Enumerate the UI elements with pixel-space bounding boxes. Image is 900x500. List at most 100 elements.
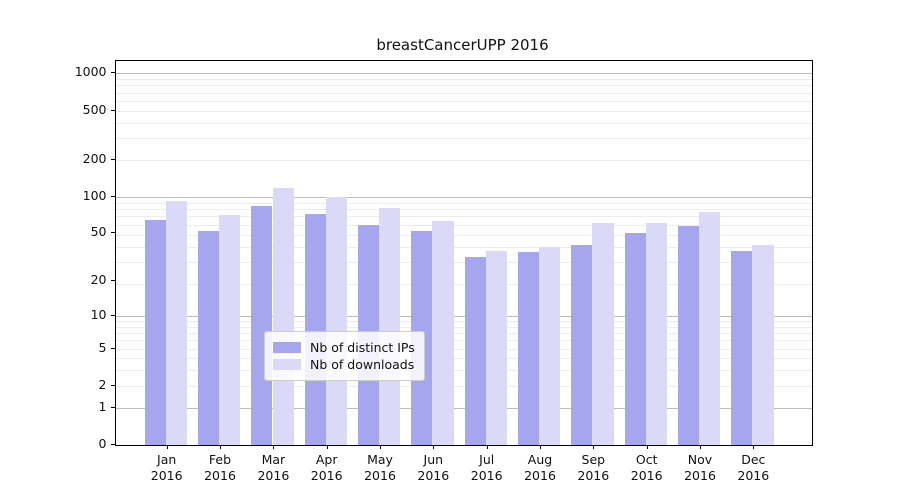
bar-aug-distinct-ips	[517, 252, 540, 445]
x-axis-tick	[380, 445, 381, 449]
x-axis-tick-label: Feb 2016	[204, 452, 236, 483]
y-gridline	[115, 316, 812, 317]
y-gridline	[115, 85, 812, 87]
y-gridline	[115, 321, 812, 323]
x-axis-tick	[220, 445, 221, 449]
x-axis-tick	[700, 445, 701, 449]
x-axis-tick-label: Nov 2016	[684, 452, 716, 483]
y-gridline	[115, 246, 812, 248]
bar-sep-downloads	[592, 222, 614, 445]
y-axis-tick	[110, 158, 115, 160]
bar-aug-downloads	[539, 246, 561, 445]
plot-area	[114, 60, 813, 446]
x-axis-tick-label: Jul 2016	[470, 452, 503, 483]
bar-jul-distinct-ips	[464, 256, 486, 445]
bar-dec-downloads	[752, 245, 774, 445]
bar-jun-downloads	[432, 221, 454, 445]
x-axis-tick	[486, 445, 488, 449]
y-axis-tick	[110, 232, 115, 234]
x-axis-tick-label: Mar 2016	[257, 452, 290, 483]
y-gridline	[115, 100, 812, 102]
bar-dec-distinct-ips	[731, 250, 753, 445]
bar-oct-downloads	[645, 222, 668, 445]
y-gridline	[115, 73, 812, 75]
y-gridline	[115, 326, 812, 328]
y-gridline	[115, 159, 812, 161]
y-axis-tick-label: 0	[98, 436, 107, 451]
y-gridline	[115, 333, 812, 335]
x-axis-tick-label: Jan 2016	[150, 452, 183, 483]
legend-swatch-distinct-ips	[273, 342, 301, 353]
x-axis-tick-label: Apr 2016	[310, 452, 343, 483]
x-axis-tick	[273, 445, 275, 449]
x-axis-tick-label: Dec 2016	[737, 452, 770, 483]
x-axis-tick	[753, 445, 755, 449]
bar-feb-downloads	[219, 214, 241, 445]
y-axis-tick-label: 100	[82, 187, 107, 203]
y-axis-tick	[110, 444, 115, 445]
y-axis-tick-label: 20	[90, 272, 107, 288]
y-axis-tick	[110, 347, 115, 349]
y-axis-tick	[110, 406, 115, 408]
bar-mar-distinct-ips	[251, 205, 273, 445]
y-gridline	[115, 92, 812, 94]
y-gridline	[115, 348, 812, 350]
y-axis-tick	[110, 280, 115, 282]
y-axis-tick	[110, 315, 115, 316]
x-axis-tick	[326, 445, 328, 449]
y-axis-tick-label: 10	[90, 307, 107, 322]
x-axis-tick	[593, 445, 595, 449]
y-axis-tick	[110, 109, 115, 111]
bar-jan-distinct-ips	[144, 219, 166, 445]
y-gridline	[115, 340, 812, 342]
y-axis-tick	[110, 195, 115, 197]
y-gridline	[115, 216, 812, 218]
y-gridline	[115, 234, 812, 236]
bar-may-downloads	[379, 207, 401, 445]
legend: Nb of distinct IPs Nb of downloads	[264, 331, 425, 381]
x-axis-tick-label: Sep 2016	[577, 452, 610, 483]
bar-oct-distinct-ips	[624, 233, 646, 445]
y-gridline	[115, 385, 812, 387]
x-axis-tick	[166, 445, 168, 449]
y-axis-tick-label: 1	[98, 398, 107, 414]
y-gridline	[115, 209, 812, 211]
y-axis-tick-label: 50	[90, 224, 107, 240]
x-axis-tick-label: Aug 2016	[524, 452, 556, 483]
y-gridline	[115, 122, 812, 124]
legend-label-distinct-ips: Nb of distinct IPs	[310, 340, 415, 355]
y-axis-tick-label: 200	[82, 150, 107, 166]
y-gridline	[115, 358, 812, 360]
legend-item-downloads: Nb of downloads	[273, 357, 415, 372]
y-axis-tick-label: 5	[98, 339, 107, 355]
y-axis-tick-label: 500	[82, 101, 107, 117]
y-gridline	[115, 79, 812, 80]
y-gridline	[115, 197, 812, 199]
legend-swatch-downloads	[273, 359, 301, 370]
legend-item-distinct-ips: Nb of distinct IPs	[273, 340, 415, 355]
y-gridline	[115, 262, 812, 263]
bar-jan-downloads	[165, 201, 188, 445]
y-gridline	[115, 110, 812, 112]
y-axis-tick-label: 2	[98, 376, 107, 392]
bar-apr-downloads	[325, 196, 348, 445]
x-axis-tick-label: May 2016	[364, 452, 396, 483]
bar-apr-distinct-ips	[304, 214, 326, 445]
x-axis-tick	[540, 445, 541, 449]
x-axis-tick	[433, 445, 435, 449]
y-gridline	[115, 202, 812, 204]
x-axis-tick	[646, 445, 648, 449]
y-axis-tick-label: 1000	[74, 64, 107, 80]
bar-sep-distinct-ips	[571, 245, 593, 445]
y-gridline	[115, 407, 812, 409]
x-axis-tick-label: Oct 2016	[630, 452, 663, 483]
y-gridline	[115, 224, 812, 226]
y-gridline	[115, 283, 812, 285]
y-axis-tick	[110, 384, 115, 386]
bar-mar-downloads	[272, 187, 294, 445]
y-axis-tick	[110, 72, 115, 74]
bar-jul-downloads	[485, 250, 508, 445]
legend-label-downloads: Nb of downloads	[310, 357, 415, 372]
y-gridline	[115, 370, 812, 372]
